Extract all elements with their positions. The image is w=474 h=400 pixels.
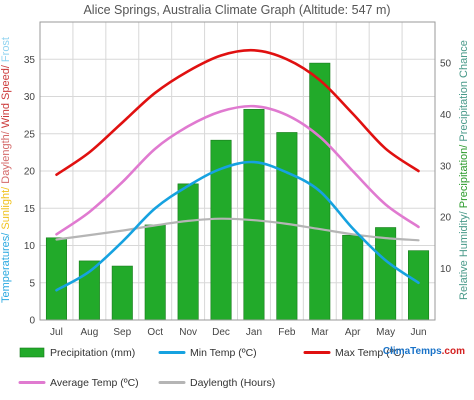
temperature-lines — [55, 48, 420, 292]
left-tick-label: 20 — [24, 167, 36, 178]
axis-title-part: Daylength/ — [0, 128, 12, 184]
average-temp-line — [55, 104, 420, 236]
right-axis-title: Relative Humidity/ Precipitation/ Precip… — [458, 40, 470, 300]
left-tick-label: 15 — [24, 204, 36, 215]
legend-label-daylength: Daylength (Hours) — [190, 377, 275, 389]
left-tick-label: 0 — [29, 316, 35, 327]
precipitation-bar — [45, 237, 67, 321]
axis-title-part: Sunlight/ — [0, 184, 12, 230]
x-tick-label: Sep — [113, 327, 131, 338]
max-temp-line — [55, 48, 420, 176]
precipitation-bar — [408, 250, 430, 321]
legend-label-average-temp: Average Temp (ºC) — [50, 377, 139, 389]
x-tick-label: Jul — [50, 327, 63, 338]
axis-title-part: Precipitation/ — [458, 142, 470, 209]
axis-title-part: Relative Humidity/ — [458, 208, 470, 300]
left-axis-title: Temperatures/ Sunlight/ Daylength/ Wind … — [0, 37, 12, 303]
left-tick-label: 30 — [24, 92, 36, 103]
left-axis-ticks: 0 5 10 15 20 25 30 35 — [24, 55, 36, 327]
x-tick-label: Jun — [410, 327, 426, 338]
x-tick-label: Apr — [345, 327, 361, 338]
legend-label-precipitation: Precipitation (mm) — [50, 347, 135, 359]
legend-label-min-temp: Min Temp (ºC) — [190, 347, 257, 359]
brand-logo-part: ClimaTemps — [383, 346, 442, 357]
right-tick-label: 40 — [440, 110, 452, 121]
legend-swatch-precipitation — [19, 347, 45, 358]
left-tick-label: 35 — [24, 55, 36, 66]
brand-logo: ClimaTemps.com — [383, 346, 465, 357]
right-tick-label: 30 — [440, 161, 452, 172]
precipitation-bar — [342, 234, 364, 321]
left-tick-label: 5 — [29, 278, 35, 289]
precipitation-bar — [243, 109, 265, 321]
x-axis-ticks: Jul Aug Sep Oct Nov Dec Jan Feb Mar Apr May Jun — [50, 327, 427, 338]
right-axis-ticks: 10 20 30 40 50 — [440, 59, 452, 276]
brand-logo-part: .com — [442, 346, 465, 357]
x-tick-label: Dec — [212, 327, 230, 338]
plot-frame — [39, 21, 436, 321]
axis-title-part: Frost — [0, 37, 12, 62]
x-tick-label: Oct — [147, 327, 163, 338]
chart-title: Alice Springs, Australia Climate Graph (… — [83, 3, 390, 17]
x-tick-label: Jan — [246, 327, 262, 338]
daylength-line — [55, 217, 420, 242]
precipitation-bar — [276, 132, 298, 321]
x-tick-label: Aug — [80, 327, 98, 338]
left-tick-label: 10 — [24, 241, 36, 252]
precipitation-bar — [375, 227, 397, 321]
min-temp-line — [55, 160, 420, 292]
x-tick-label: Nov — [179, 327, 197, 338]
precipitation-bar — [177, 183, 199, 321]
x-tick-label: Feb — [278, 327, 296, 338]
right-tick-label: 20 — [440, 213, 452, 224]
x-tick-label: May — [376, 327, 395, 338]
left-tick-label: 25 — [24, 129, 36, 140]
axis-title-part: Precipitation Chance — [458, 40, 470, 142]
x-tick-label: Mar — [311, 327, 329, 338]
right-tick-label: 10 — [440, 264, 452, 275]
axis-title-part: Wind Speed/ — [0, 62, 12, 128]
precipitation-bar — [78, 260, 100, 321]
precipitation-bar — [111, 265, 133, 321]
legend: Precipitation (mm) Min Temp (ºC) Max Temp … — [18, 347, 405, 389]
precipitation-bar — [144, 224, 166, 321]
right-tick-label: 50 — [440, 59, 452, 70]
axis-title-part: Temperatures/ — [0, 230, 12, 303]
legend-label-max-temp: Max Temp (ºC) — [335, 347, 405, 359]
